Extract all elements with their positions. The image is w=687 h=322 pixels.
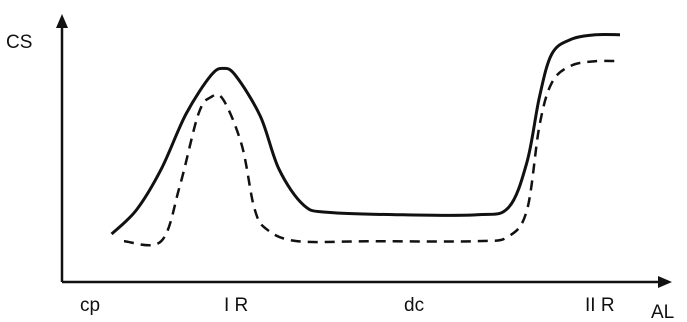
labels: CS AL cp I R dc II R [6, 32, 674, 322]
x-tick-label: I R [224, 295, 248, 316]
x-tick-label: II R [585, 295, 615, 316]
x-axis-label: AL [651, 302, 674, 322]
y-axis-label: CS [6, 32, 32, 53]
x-tick-label: dc [404, 295, 424, 316]
dashed-series-line [123, 59, 621, 247]
series-layer [110, 32, 621, 247]
solid-series-line [110, 32, 621, 236]
x-axis-arrow [658, 276, 672, 288]
axes [56, 14, 672, 288]
x-tick-label: cp [80, 295, 100, 316]
y-axis-arrow [56, 14, 68, 28]
